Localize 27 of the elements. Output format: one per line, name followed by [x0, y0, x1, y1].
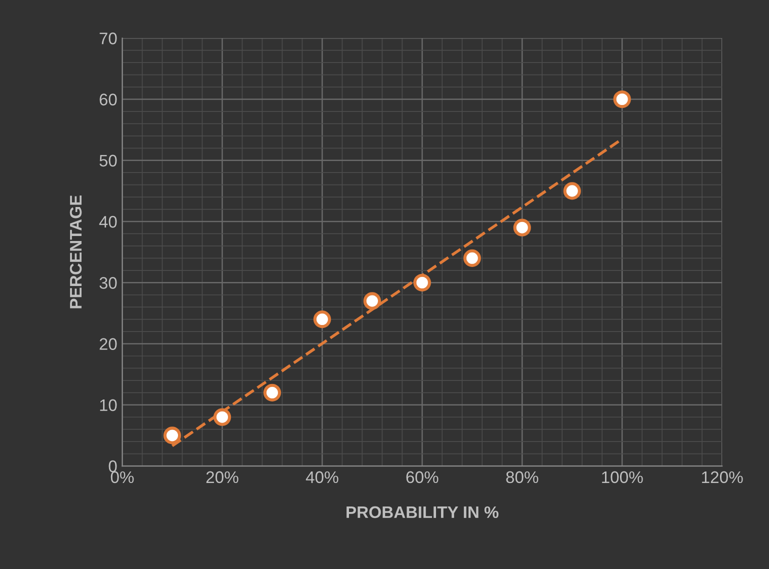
x-tick-label: 60%	[406, 471, 438, 484]
x-tick-label: 0%	[110, 471, 134, 484]
point	[463, 249, 481, 267]
point	[213, 408, 232, 426]
point	[513, 218, 531, 236]
point	[413, 274, 431, 292]
y-tick-label: 10	[100, 399, 117, 412]
point	[363, 292, 382, 310]
y-tick-label: 60	[100, 94, 117, 106]
y-tick-label: 20	[100, 338, 117, 350]
y-tick-label: 70	[100, 32, 117, 44]
point	[263, 384, 282, 402]
x-tick-label: 40%	[306, 471, 338, 484]
point	[613, 90, 631, 108]
x-tick-label: 100%	[602, 471, 643, 484]
y-tick-label: 30	[100, 277, 117, 289]
y-tick-label: 50	[100, 154, 117, 167]
point	[163, 426, 182, 444]
y-axis-title: PERCENTAGE	[70, 195, 82, 308]
y-tick-label: 0	[108, 460, 117, 472]
x-tick-label: 20%	[206, 471, 238, 484]
x-tick-label: 80%	[506, 471, 538, 484]
point	[313, 310, 332, 328]
x-axis-title: PROBABILITY IN %	[346, 506, 498, 518]
y-tick-label: 40	[99, 216, 117, 228]
point	[563, 182, 581, 200]
x-tick-label: 120%	[702, 471, 743, 484]
